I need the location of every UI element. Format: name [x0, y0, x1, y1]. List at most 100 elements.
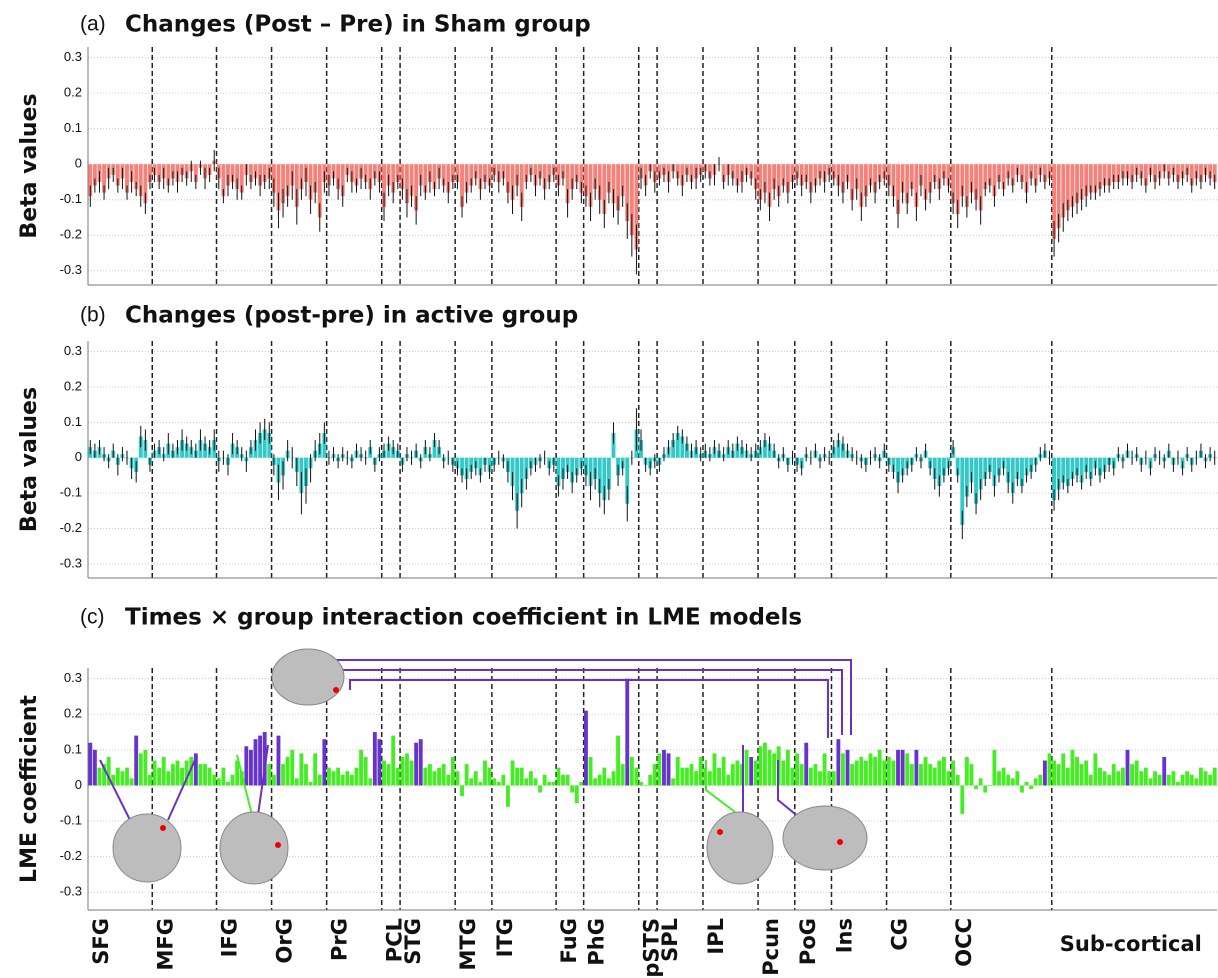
bar — [212, 775, 216, 786]
x-tick-label: SFG — [89, 918, 113, 965]
bar — [345, 771, 349, 785]
bar — [226, 782, 230, 786]
bar — [763, 743, 767, 786]
bar — [88, 743, 92, 786]
bar — [1130, 764, 1134, 785]
bar — [414, 743, 418, 786]
bar — [607, 778, 611, 785]
bar — [997, 771, 1001, 785]
y-tick-label: 0.3 — [64, 670, 82, 685]
bar — [483, 761, 487, 786]
bar — [373, 732, 377, 785]
bar — [804, 743, 808, 786]
y-tick-label: -0.2 — [60, 227, 82, 242]
bar — [492, 778, 496, 785]
bar — [547, 782, 551, 786]
x-tick-label: CG — [888, 918, 912, 951]
bar — [497, 782, 501, 786]
x-tick-label: IFG — [218, 918, 242, 957]
bar — [745, 750, 749, 786]
bar — [951, 761, 955, 786]
bar — [800, 764, 804, 785]
bar — [299, 753, 303, 785]
y-tick-label: -0.1 — [60, 191, 82, 206]
bar — [1020, 785, 1024, 792]
bar — [341, 775, 345, 786]
bar — [419, 739, 423, 785]
bar — [970, 764, 974, 785]
x-tick-label: Sub-cortical — [1060, 932, 1202, 956]
bar — [846, 750, 850, 786]
bar — [1204, 771, 1208, 785]
bar — [1103, 771, 1107, 785]
bar — [456, 771, 460, 785]
bar — [359, 750, 363, 786]
bar — [134, 736, 138, 786]
bar — [731, 764, 735, 785]
bar — [93, 750, 97, 786]
bar — [391, 736, 395, 786]
panel-title: Changes (Post – Pre) in Sham group — [125, 12, 591, 38]
bar — [1112, 764, 1116, 785]
bar — [836, 739, 840, 785]
x-tick-label: PoG — [796, 918, 820, 965]
bar — [878, 750, 882, 786]
bar — [690, 764, 694, 785]
bar — [561, 775, 565, 786]
bar — [772, 753, 776, 785]
y-axis-label: Beta values — [17, 93, 42, 238]
bar — [194, 753, 198, 785]
figure: (a)Changes (Post – Pre) in Sham groupBet… — [0, 0, 1218, 978]
x-tick-label: MFG — [153, 918, 177, 970]
bar — [410, 761, 414, 786]
bar — [616, 736, 620, 786]
bar — [869, 753, 873, 785]
bar — [143, 750, 147, 786]
bar — [612, 771, 616, 785]
bar — [901, 750, 905, 786]
bar — [1089, 775, 1093, 786]
y-tick-label: -0.3 — [60, 884, 82, 899]
bar — [1116, 771, 1120, 785]
bar — [859, 757, 863, 785]
bar — [166, 771, 170, 785]
bar — [1107, 775, 1111, 786]
bar — [864, 761, 868, 786]
bar — [657, 753, 661, 785]
bar — [1176, 782, 1180, 786]
bar — [983, 785, 987, 792]
x-tick-label: Ins — [832, 918, 856, 953]
y-tick-label: 0.1 — [64, 414, 82, 429]
panel-label: (c) — [80, 606, 105, 629]
bar — [249, 750, 253, 786]
bar — [162, 757, 166, 785]
bar — [584, 711, 588, 786]
bar — [364, 757, 368, 785]
bar — [350, 775, 354, 786]
bar — [639, 782, 643, 786]
bar — [914, 750, 918, 786]
bar — [116, 768, 120, 786]
bar — [1185, 771, 1189, 785]
roi — [275, 842, 281, 848]
connector — [350, 680, 828, 738]
y-tick-label: 0 — [75, 777, 82, 792]
x-tick-label: PrG — [328, 918, 352, 961]
bar — [1002, 768, 1006, 786]
bar — [726, 775, 730, 786]
bar — [244, 746, 248, 785]
bar — [653, 764, 657, 785]
bar — [648, 775, 652, 786]
bar — [795, 753, 799, 785]
bar — [396, 768, 400, 786]
connector — [330, 660, 851, 735]
bar — [1149, 778, 1153, 785]
bar — [199, 764, 203, 785]
bar — [694, 771, 698, 785]
bar — [446, 775, 450, 786]
bar — [465, 764, 469, 785]
x-tick-label: OCC — [952, 918, 976, 967]
bar — [405, 753, 409, 785]
bar — [327, 768, 331, 786]
bar — [735, 761, 739, 786]
